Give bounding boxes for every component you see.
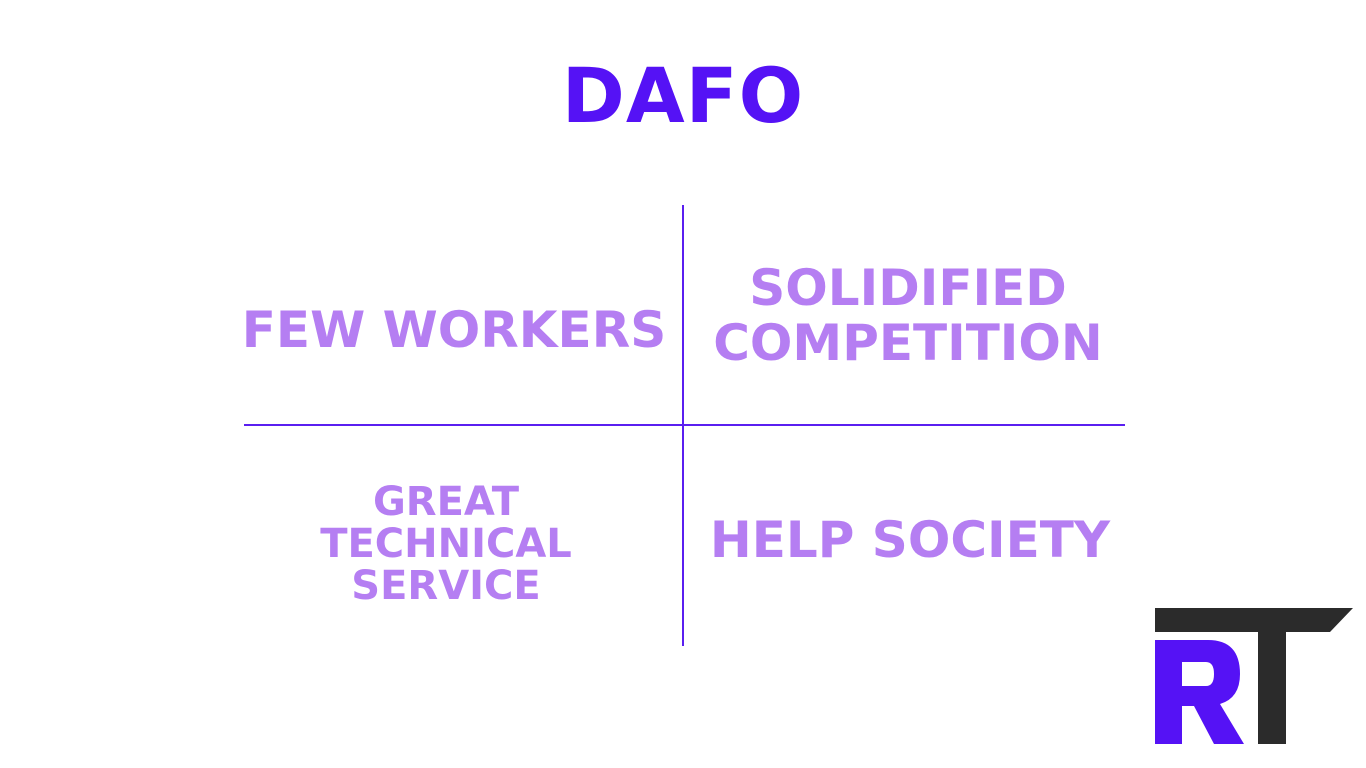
quadrant-bottom-right: HELP SOCIETY [696,490,1124,590]
quadrant-text-threats: SOLIDIFIED COMPETITION [713,259,1103,372]
quadrant-top-left: FEW WORKERS [236,270,672,390]
quadrant-top-right: SOLIDIFIED COMPETITION [696,256,1120,376]
quadrant-text-weaknesses: FEW WORKERS [241,301,667,359]
logo-t-bar [1155,608,1353,632]
quadrant-text-strengths: GREAT TECHNICAL SERVICE [320,479,572,609]
quadrant-text-opportunities: HELP SOCIETY [709,511,1111,569]
horizontal-divider [244,424,1125,426]
page-title: DAFO [561,51,805,140]
logo-r-shape [1155,640,1244,744]
rt-logo-icon [1155,608,1353,744]
logo-t-stem [1258,632,1286,744]
quadrant-bottom-left: GREAT TECHNICAL SERVICE [276,474,616,614]
